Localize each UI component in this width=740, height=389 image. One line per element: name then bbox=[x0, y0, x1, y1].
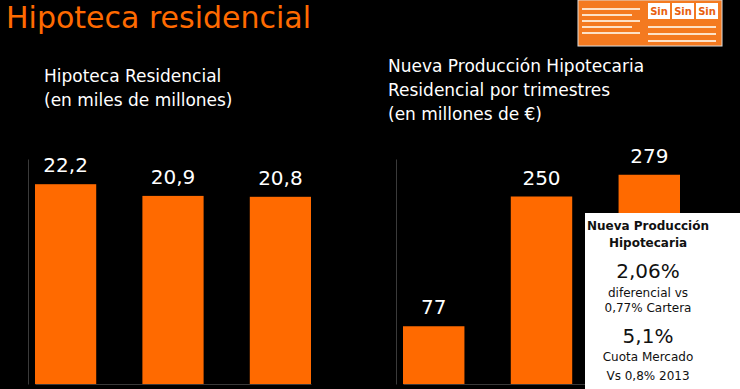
chart-subtitle: (en millones de €) bbox=[388, 104, 542, 124]
bars bbox=[35, 184, 311, 384]
data-label: 20,9 bbox=[151, 165, 196, 189]
callout-text: diferencial vs bbox=[608, 286, 688, 300]
banner-line bbox=[582, 32, 640, 34]
y-axis bbox=[28, 160, 29, 385]
y-axis-line bbox=[28, 160, 29, 385]
chart-title: Hipoteca Residencial bbox=[44, 66, 221, 86]
bar bbox=[511, 197, 572, 385]
banner-text: Sin bbox=[698, 6, 716, 17]
callout-text: Nueva Producción bbox=[587, 219, 709, 233]
background bbox=[0, 0, 740, 389]
data-label: 22,2 bbox=[43, 153, 88, 177]
bar bbox=[35, 184, 96, 384]
callout-text: Vs 0,8% 2013 bbox=[606, 369, 689, 383]
banner-text: Sin bbox=[674, 6, 692, 17]
banner-tag bbox=[696, 3, 718, 19]
chart: Hipoteca Residencial (en miles de millone… bbox=[29, 66, 312, 385]
banner-line bbox=[582, 14, 632, 16]
callout-text: 2,06% bbox=[616, 259, 680, 283]
callout-text: 0,77% Cartera bbox=[605, 301, 692, 315]
banner-tag bbox=[648, 3, 670, 19]
banner-line bbox=[648, 40, 716, 42]
banner-line bbox=[582, 8, 640, 10]
data-label: 250 bbox=[522, 166, 560, 190]
page-title: Hipoteca residencial bbox=[6, 0, 311, 35]
callout-text: Hipotecaria bbox=[609, 236, 687, 250]
data-label: 77 bbox=[421, 295, 446, 319]
bar bbox=[142, 196, 203, 384]
banner-text: Sin bbox=[650, 6, 668, 17]
x-axis-line bbox=[36, 384, 312, 385]
data-label: 279 bbox=[630, 144, 668, 168]
banner-line bbox=[648, 26, 716, 28]
data-label: 20,8 bbox=[258, 166, 303, 190]
page: Hipoteca residencial Sin Sin Sin Hipoteca Re… bbox=[0, 0, 740, 389]
banner: Sin Sin Sin bbox=[578, 0, 722, 46]
callout: Nueva Producción Hipotecaria 2,06% diferenc… bbox=[585, 213, 740, 389]
banner-line bbox=[582, 26, 632, 28]
banner-line bbox=[648, 33, 716, 35]
chart-subtitle: (en miles de millones) bbox=[44, 90, 233, 110]
banner-tag bbox=[672, 3, 694, 19]
callout-text: 5,1% bbox=[623, 324, 674, 348]
callout-box bbox=[585, 213, 740, 389]
banner-box bbox=[578, 0, 722, 46]
y-axis bbox=[396, 160, 397, 385]
bar bbox=[250, 197, 311, 384]
y-axis-line bbox=[396, 160, 397, 385]
banner-line bbox=[582, 20, 640, 22]
chart-title: Residencial por trimestres bbox=[388, 80, 610, 100]
callout-text: Cuota Mercado bbox=[603, 350, 694, 364]
chart-title: Nueva Producción Hipotecaria bbox=[388, 56, 644, 76]
bar bbox=[403, 326, 464, 384]
